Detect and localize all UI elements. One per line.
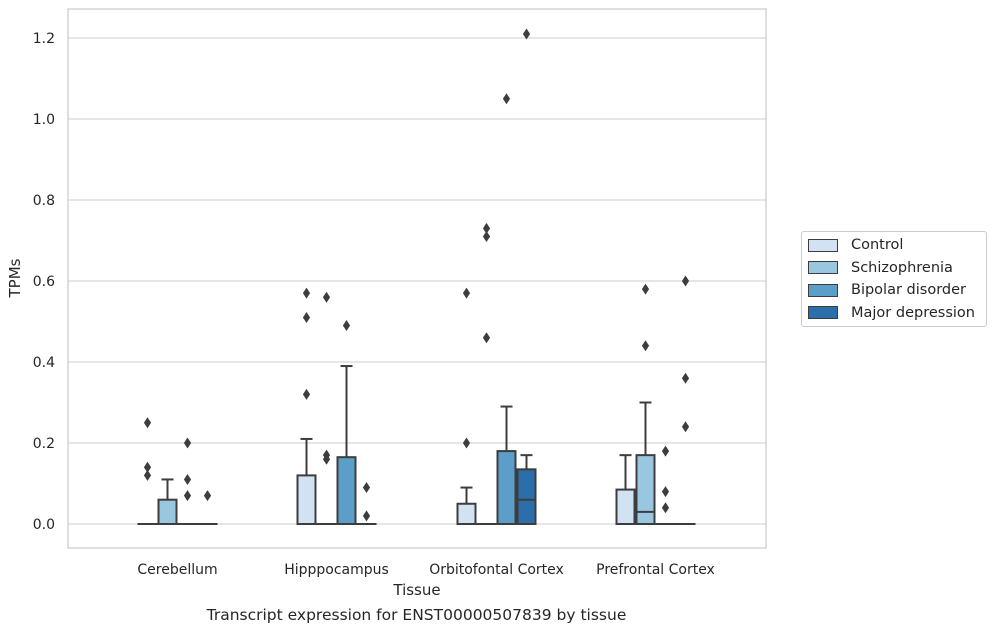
box-major-depression bbox=[356, 482, 377, 526]
box bbox=[456, 502, 477, 525]
outlier-point bbox=[641, 283, 650, 295]
outlier-point bbox=[143, 461, 152, 473]
outlier-point bbox=[362, 482, 371, 494]
outlier-point bbox=[462, 437, 471, 449]
legend-item: Major depression bbox=[808, 303, 975, 323]
y-tick-labels: 0.0 0.2 0.4 0.6 0.8 1.0 1.2 bbox=[33, 31, 55, 533]
box bbox=[296, 474, 317, 525]
box-major-depression bbox=[675, 275, 696, 526]
y-tick-label: 0.4 bbox=[33, 355, 55, 371]
outlier-point bbox=[302, 287, 311, 299]
legend-swatch bbox=[808, 238, 838, 252]
box bbox=[157, 498, 178, 526]
box bbox=[615, 488, 636, 526]
y-axis-label: TPMs bbox=[6, 258, 24, 298]
box-schizophrenia bbox=[635, 283, 656, 525]
legend-item: Schizophrenia bbox=[808, 258, 953, 278]
y-tick-label: 0.8 bbox=[33, 193, 55, 209]
outlier-point bbox=[362, 510, 371, 522]
legend-swatch bbox=[808, 261, 838, 275]
outlier-point bbox=[183, 490, 192, 502]
outlier-point bbox=[502, 93, 511, 105]
box-major-depression bbox=[516, 28, 537, 526]
x-tick-label: Orbitofontal Cortex bbox=[429, 562, 564, 578]
outlier-point bbox=[302, 311, 311, 323]
legend-label: Major depression bbox=[851, 304, 975, 321]
outlier-point bbox=[462, 287, 471, 299]
y-tick-label: 0.0 bbox=[33, 517, 55, 533]
x-tick-labels: Cerebellum Hipppocampus Orbitofontal Corte… bbox=[137, 562, 714, 578]
box-schizophrenia bbox=[157, 478, 178, 526]
outlier-point bbox=[143, 469, 152, 481]
outlier-point bbox=[322, 453, 331, 465]
y-tick-label: 0.6 bbox=[33, 274, 55, 290]
outlier-point bbox=[641, 340, 650, 352]
outlier-point bbox=[681, 372, 690, 384]
x-axis-label: Tissue bbox=[392, 581, 440, 599]
legend-label: Schizophrenia bbox=[851, 259, 953, 276]
y-tick-label: 1.0 bbox=[33, 112, 55, 128]
outlier-point bbox=[203, 490, 212, 502]
outlier-point bbox=[661, 502, 670, 514]
box bbox=[496, 450, 517, 526]
box bbox=[336, 456, 357, 525]
grid-lines bbox=[68, 37, 766, 525]
outlier-point bbox=[342, 320, 351, 332]
legend-label: Control bbox=[851, 237, 904, 253]
outlier-point bbox=[661, 486, 670, 498]
plot-frame bbox=[67, 8, 767, 549]
figure-caption: Transcript expression for ENST0000050783… bbox=[206, 606, 627, 624]
outlier-point bbox=[482, 230, 491, 242]
outlier-point bbox=[322, 291, 331, 303]
legend-label: Bipolar disorder bbox=[851, 282, 966, 299]
outlier-point bbox=[302, 388, 311, 400]
box-plot-marks bbox=[137, 28, 696, 526]
outlier-point bbox=[183, 473, 192, 485]
box bbox=[635, 454, 656, 525]
box-control bbox=[137, 417, 158, 526]
box-bipolar-disorder bbox=[496, 93, 517, 526]
box-major-depression bbox=[197, 490, 218, 526]
outlier-point bbox=[183, 437, 192, 449]
box-bipolar-disorder bbox=[336, 320, 357, 525]
box-control bbox=[296, 287, 317, 525]
outlier-point bbox=[661, 445, 670, 457]
box-bipolar-disorder bbox=[655, 445, 676, 526]
legend-item: Bipolar disorder bbox=[808, 280, 966, 300]
x-tick-label: Prefrontal Cortex bbox=[596, 562, 715, 578]
legend-item: Control bbox=[808, 235, 903, 255]
outlier-point bbox=[522, 28, 531, 40]
box-schizophrenia bbox=[476, 222, 497, 526]
legend-swatch bbox=[808, 306, 838, 320]
legend: Control Schizophrenia Bipolar disorder Majo… bbox=[801, 231, 987, 327]
x-tick-label: Cerebellum bbox=[137, 562, 217, 578]
box-control bbox=[615, 454, 636, 526]
box-bipolar-disorder bbox=[177, 437, 198, 526]
outlier-point bbox=[681, 421, 690, 433]
box-control bbox=[456, 287, 477, 525]
x-tick-label: Hipppocampus bbox=[284, 562, 389, 578]
box-schizophrenia bbox=[316, 291, 337, 526]
y-tick-label: 1.2 bbox=[33, 31, 55, 47]
outlier-point bbox=[143, 417, 152, 429]
outlier-point bbox=[482, 222, 491, 234]
y-tick-label: 0.2 bbox=[33, 436, 55, 452]
box bbox=[516, 468, 537, 526]
legend-swatch bbox=[808, 283, 838, 297]
outlier-point bbox=[482, 332, 491, 344]
outlier-point bbox=[681, 275, 690, 287]
